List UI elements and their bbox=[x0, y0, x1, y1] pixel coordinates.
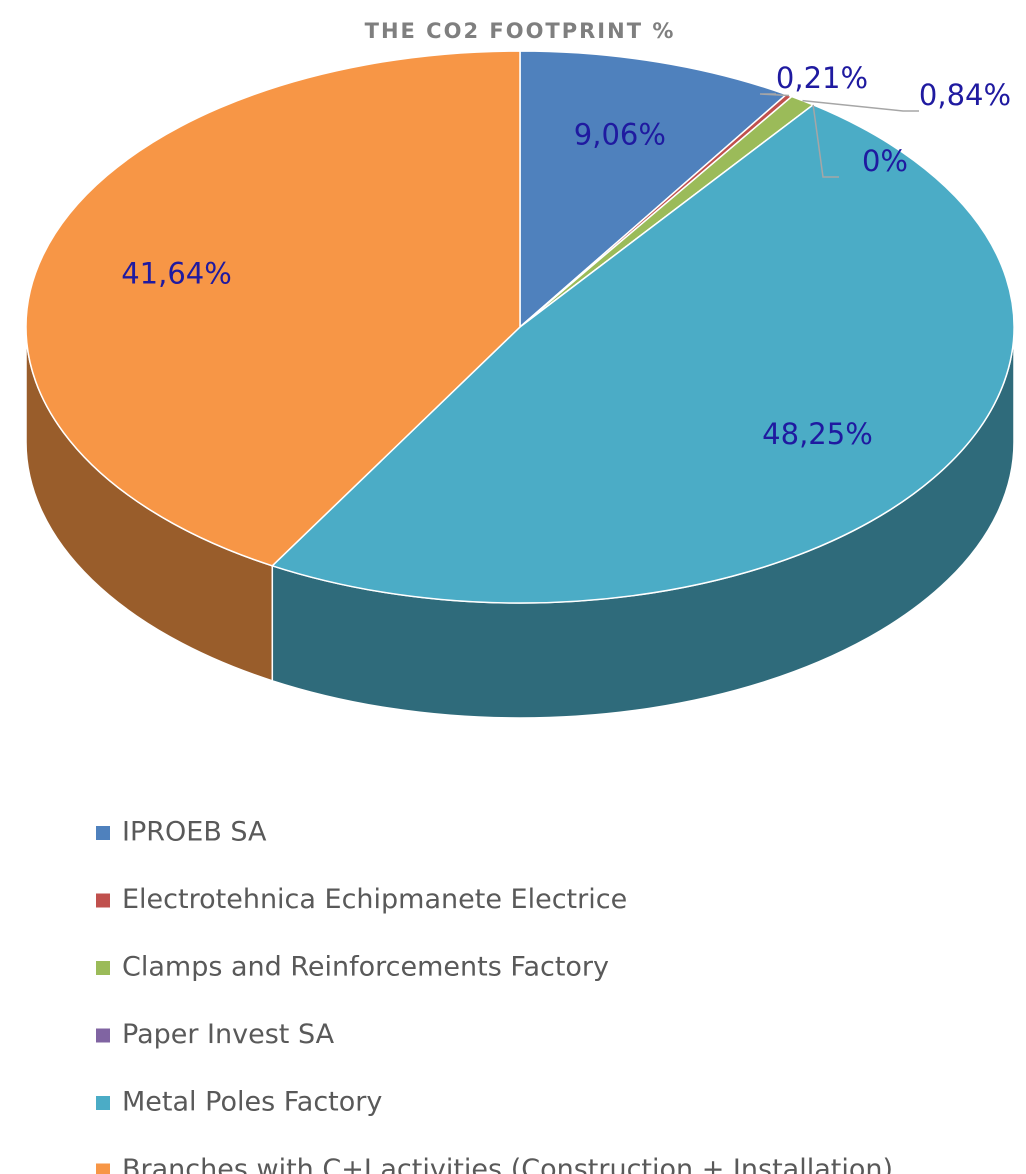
legend-label: Metal Poles Factory bbox=[122, 1087, 382, 1118]
leader-line bbox=[812, 104, 839, 178]
pie-slice bbox=[519, 50, 788, 329]
data-label: 41,64% bbox=[121, 256, 232, 290]
legend-label: Electrotehnica Echipmanete Electrice bbox=[122, 884, 627, 915]
chart-title: THE CO2 FOOTPRINT % bbox=[365, 19, 676, 43]
data-label: 48,25% bbox=[762, 417, 873, 451]
data-label: 0,21% bbox=[776, 61, 868, 95]
legend-swatch bbox=[96, 961, 110, 975]
legend-swatch bbox=[96, 1163, 110, 1174]
legend-swatch bbox=[96, 893, 110, 908]
leader-line bbox=[802, 99, 919, 112]
legend-swatch bbox=[96, 826, 110, 840]
legend-label: Clamps and Reinforcements Factory bbox=[122, 952, 609, 983]
legend-label: IPROEB SA bbox=[122, 817, 267, 848]
legend-swatch bbox=[96, 1028, 110, 1043]
legend-label: Paper Invest SA bbox=[122, 1019, 335, 1050]
legend-swatch bbox=[96, 1096, 110, 1110]
legend-label: Branches with C+I activities (Constructi… bbox=[122, 1154, 893, 1174]
leader-line bbox=[759, 93, 790, 97]
data-label: 0,84% bbox=[919, 78, 1011, 112]
pie-slice bbox=[270, 103, 1015, 604]
data-label: 0% bbox=[862, 144, 908, 178]
pie-slice bbox=[25, 50, 521, 567]
data-label: 9,06% bbox=[574, 117, 666, 151]
